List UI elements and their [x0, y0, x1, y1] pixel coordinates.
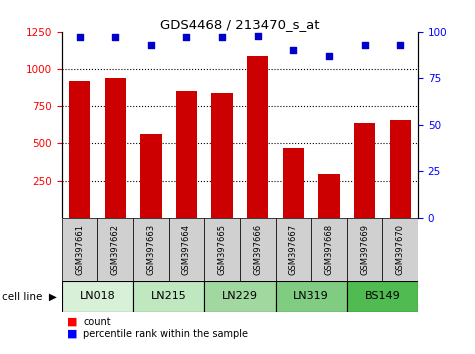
Point	[182, 35, 190, 40]
Text: BS149: BS149	[364, 291, 400, 302]
Bar	[204, 218, 240, 281]
Bar	[62, 218, 97, 281]
Text: percentile rank within the sample: percentile rank within the sample	[83, 329, 248, 339]
Point	[218, 35, 226, 40]
Bar	[382, 218, 418, 281]
Bar	[347, 218, 382, 281]
Text: GSM397662: GSM397662	[111, 224, 120, 275]
Text: LN018: LN018	[79, 291, 115, 302]
Bar	[354, 122, 375, 218]
Text: GSM397664: GSM397664	[182, 224, 191, 275]
Text: GSM397665: GSM397665	[218, 224, 227, 275]
Text: GSM397663: GSM397663	[146, 224, 155, 275]
Bar	[211, 93, 233, 218]
Bar	[276, 218, 311, 281]
Bar	[247, 56, 268, 218]
Text: GSM397666: GSM397666	[253, 224, 262, 275]
Bar	[283, 148, 304, 218]
Bar	[97, 218, 133, 281]
Text: GSM397669: GSM397669	[360, 224, 369, 275]
Bar	[140, 135, 162, 218]
Text: GSM397661: GSM397661	[75, 224, 84, 275]
Bar	[204, 281, 276, 312]
Text: cell line  ▶: cell line ▶	[2, 291, 57, 302]
Bar	[69, 81, 90, 218]
Title: GDS4468 / 213470_s_at: GDS4468 / 213470_s_at	[160, 18, 320, 31]
Point	[396, 42, 404, 48]
Bar	[169, 218, 204, 281]
Text: ■: ■	[66, 329, 77, 339]
Text: GSM397668: GSM397668	[324, 224, 333, 275]
Bar	[133, 218, 169, 281]
Point	[289, 47, 297, 53]
Point	[147, 42, 155, 48]
Bar	[240, 218, 276, 281]
Bar	[311, 218, 347, 281]
Text: LN319: LN319	[293, 291, 329, 302]
Bar	[104, 78, 126, 218]
Bar	[176, 91, 197, 218]
Bar	[133, 281, 204, 312]
Point	[76, 35, 84, 40]
Text: ■: ■	[66, 317, 77, 327]
Point	[325, 53, 332, 59]
Text: GSM397670: GSM397670	[396, 224, 405, 275]
Point	[254, 33, 261, 39]
Point	[111, 35, 119, 40]
Bar	[276, 281, 347, 312]
Bar	[62, 281, 133, 312]
Text: LN229: LN229	[222, 291, 258, 302]
Point	[361, 42, 369, 48]
Text: LN215: LN215	[151, 291, 187, 302]
Bar	[318, 174, 340, 218]
Text: GSM397667: GSM397667	[289, 224, 298, 275]
Bar	[390, 120, 411, 218]
Text: count: count	[83, 317, 111, 327]
Bar	[347, 281, 418, 312]
